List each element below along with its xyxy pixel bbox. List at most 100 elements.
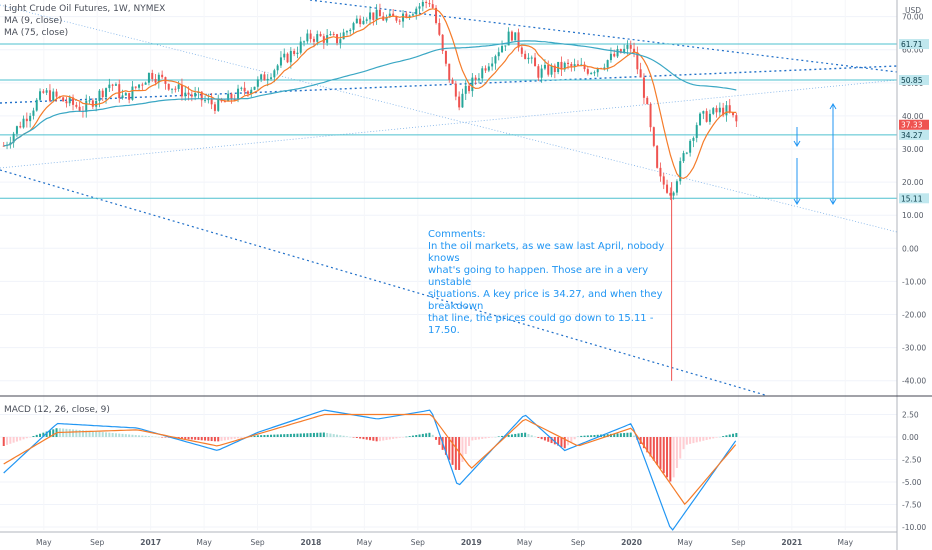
macd-histogram-bar (656, 437, 659, 465)
candle-body (75, 104, 78, 107)
level-tag (899, 193, 929, 204)
macd-histogram-bar (431, 434, 434, 437)
price-tick-label: 40.00 (902, 112, 924, 121)
macd-histogram-bar (194, 437, 197, 440)
macd-histogram-bar (550, 437, 553, 444)
candle-body (732, 112, 735, 116)
candle-body (322, 36, 325, 43)
candle-body (553, 65, 556, 73)
candle-body (702, 111, 705, 114)
time-tick-label: May (36, 538, 52, 547)
candle-body (675, 181, 678, 193)
price-tick-label: -30.00 (902, 344, 926, 353)
time-tick-label: Sep (90, 538, 104, 547)
time-tick-label: May (196, 538, 212, 547)
macd-histogram-bar (157, 436, 160, 438)
macd-histogram-bar (435, 437, 438, 440)
candle-body (639, 69, 642, 78)
candle-body (411, 14, 414, 16)
candle-body (672, 192, 675, 196)
candle-body (200, 91, 203, 101)
candle-body (504, 45, 507, 47)
macd-histogram-bar (303, 433, 306, 437)
candle-body (260, 74, 263, 80)
candle-body (692, 137, 695, 141)
candle-body (85, 100, 88, 112)
macd-histogram-bar (45, 431, 48, 437)
candle-body (55, 91, 58, 97)
macd-histogram-bar (497, 436, 500, 437)
macd-histogram-bar (385, 437, 388, 441)
macd-histogram-bar (593, 435, 596, 437)
candle-body (557, 61, 560, 73)
candle-body (15, 126, 18, 134)
candle-body (576, 64, 579, 66)
candle-body (435, 7, 438, 23)
macd-histogram-bar (517, 433, 520, 437)
candle-body (349, 29, 352, 32)
signal-line (3, 413, 737, 506)
candle-body (494, 56, 497, 64)
macd-histogram-bar (190, 437, 193, 440)
candle-body (408, 15, 411, 18)
candle-body (32, 110, 35, 116)
price-tick-label: -10.00 (902, 277, 926, 286)
macd-tick-label: -7.50 (902, 501, 922, 510)
macd-histogram-bar (369, 437, 372, 441)
candle-body (718, 107, 721, 113)
macd-histogram-bar (316, 432, 319, 437)
macd-histogram-bar (329, 433, 332, 437)
macd-histogram-bar (296, 433, 299, 437)
candle-body (517, 32, 520, 48)
macd-histogram-bar (154, 436, 157, 438)
macd-histogram-bar (411, 435, 414, 437)
macd-histogram-bar (141, 435, 144, 437)
macd-histogram-bar (233, 437, 236, 439)
fan-line (0, 4, 898, 233)
macd-histogram-bar (563, 437, 566, 449)
macd-histogram-bar (464, 437, 467, 454)
candle-body (2, 145, 5, 147)
macd-histogram-bar (702, 437, 705, 441)
candle-body (240, 87, 243, 89)
macd-histogram-bar (256, 435, 259, 437)
macd-tick-label: 2.50 (902, 411, 919, 420)
macd-histogram-bar (392, 437, 395, 439)
macd-histogram-bar (586, 435, 589, 437)
macd-histogram-bar (355, 437, 358, 438)
time-tick-label: 2019 (461, 538, 482, 547)
candle-body (583, 64, 586, 70)
candle-body (210, 98, 213, 105)
candle-body (111, 84, 114, 86)
macd-histogram-bar (98, 431, 101, 437)
macd-histogram-bar (672, 437, 675, 478)
candle-body (540, 68, 543, 78)
candle-body (95, 100, 98, 107)
macd-histogram-bar (35, 434, 38, 437)
candle-body (352, 23, 355, 30)
macd-histogram-bar (378, 437, 381, 442)
macd-histogram-bar (210, 437, 213, 442)
candle-body (570, 63, 573, 67)
candle-body (124, 93, 127, 96)
candle-body (461, 93, 464, 108)
candle-body (613, 53, 616, 57)
macd-histogram-bar (164, 437, 167, 438)
upper-trendline (309, 0, 898, 73)
macd-histogram-bar (52, 429, 55, 437)
candle-body (180, 84, 183, 97)
candle-body (596, 68, 599, 73)
macd-histogram-bar (147, 436, 150, 437)
macd-histogram-bar (725, 435, 728, 437)
candle-body (392, 13, 395, 17)
candle-body (728, 105, 731, 113)
candle-body (679, 161, 682, 182)
candle-body (78, 106, 81, 112)
macd-histogram-bar (507, 434, 510, 437)
candle-body (609, 53, 612, 61)
macd-histogram-bar (712, 437, 715, 439)
macd-histogram-bar (382, 437, 385, 441)
candle-body (712, 108, 715, 114)
candle-body (626, 44, 629, 49)
